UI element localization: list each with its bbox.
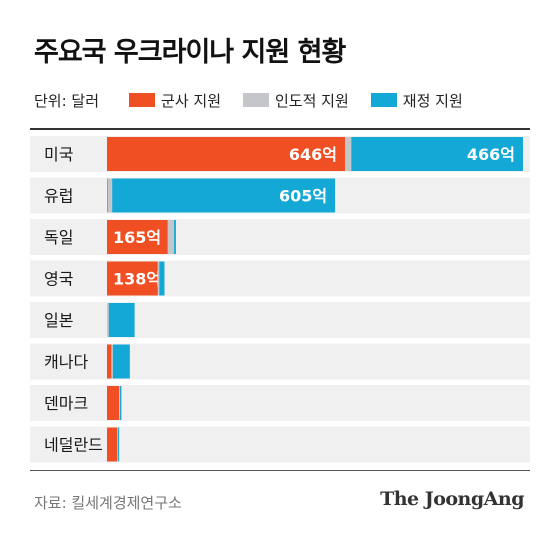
- category-label: 독일: [44, 228, 73, 247]
- category-label: 일본: [44, 311, 73, 330]
- bar-segment: [174, 220, 176, 254]
- brand-logo: The JoongAng: [380, 488, 524, 510]
- bar-segment: [112, 178, 336, 213]
- data-label: 138억: [113, 270, 161, 289]
- unit-label: 단위: 달러: [34, 91, 100, 110]
- bar-segment: [167, 220, 175, 254]
- bar-segment: [112, 344, 130, 379]
- bar-segment: [351, 137, 523, 171]
- source-note: 자료: 킬세계경제연구소: [34, 494, 182, 512]
- chart-title: 주요국 우크라이나 지원 현황: [34, 37, 346, 68]
- data-label: 646억: [289, 145, 337, 164]
- category-label: 미국: [44, 145, 73, 164]
- bar-segment: [117, 427, 119, 462]
- category-label: 네덜란드: [44, 436, 103, 455]
- row-background: [30, 219, 530, 255]
- legend-item-humanitarian: 인도적 지원: [243, 90, 349, 111]
- legend-item-military: 군사 지원: [129, 90, 221, 111]
- data-label: 165억: [113, 228, 161, 247]
- legend: 단위: 달러 군사 지원 인도적 지원 재정 지원: [34, 90, 485, 110]
- data-label: 605억: [279, 187, 327, 206]
- bar-segment: [108, 303, 135, 337]
- row-background: [30, 260, 530, 297]
- category-label: 캐나다: [44, 353, 88, 372]
- legend-label-military: 군사 지원: [161, 91, 221, 110]
- row-background: [30, 343, 530, 380]
- bar-segment: [107, 178, 113, 213]
- bar-segment: [107, 344, 112, 379]
- category-label: 유럽: [44, 187, 73, 206]
- bar-segment: [107, 386, 120, 420]
- legend-swatch-military: [129, 93, 156, 107]
- bar-segment: [118, 427, 120, 462]
- bar-segment: [345, 137, 352, 171]
- row-background: [30, 302, 530, 338]
- row-background: [30, 426, 530, 463]
- bar-segment: [119, 386, 122, 420]
- bar-segment: [119, 386, 120, 420]
- legend-swatch-humanitarian: [243, 93, 269, 107]
- row-background: [30, 385, 530, 421]
- bar-segment: [157, 261, 160, 296]
- bar-segment: [107, 303, 109, 337]
- legend-label-humanitarian: 인도적 지원: [275, 91, 349, 110]
- top-rule: [30, 128, 530, 130]
- bottom-rule: [30, 470, 530, 471]
- legend-label-financial: 재정 지원: [402, 91, 463, 110]
- category-label: 영국: [44, 270, 73, 289]
- bar-segment: [107, 427, 118, 462]
- legend-swatch-financial: [370, 93, 397, 107]
- bar-segment: [107, 137, 346, 171]
- bar-segment: [159, 261, 165, 296]
- bar-segment: [107, 178, 108, 213]
- bar-segment: [107, 220, 168, 254]
- legend-item-financial: 재정 지원: [370, 90, 463, 111]
- bar-segment: [111, 344, 113, 379]
- category-label: 덴마크: [44, 394, 88, 413]
- data-label: 466억: [467, 145, 515, 164]
- bar-segment: [107, 261, 158, 296]
